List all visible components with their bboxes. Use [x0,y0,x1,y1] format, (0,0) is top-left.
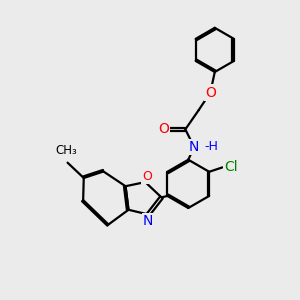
Text: N: N [189,140,200,154]
Text: O: O [158,122,169,136]
Text: CH₃: CH₃ [55,144,77,158]
Text: -H: -H [205,140,218,153]
Text: O: O [142,170,152,183]
Text: O: O [205,85,216,100]
Text: Cl: Cl [224,160,238,174]
Text: N: N [143,214,153,228]
